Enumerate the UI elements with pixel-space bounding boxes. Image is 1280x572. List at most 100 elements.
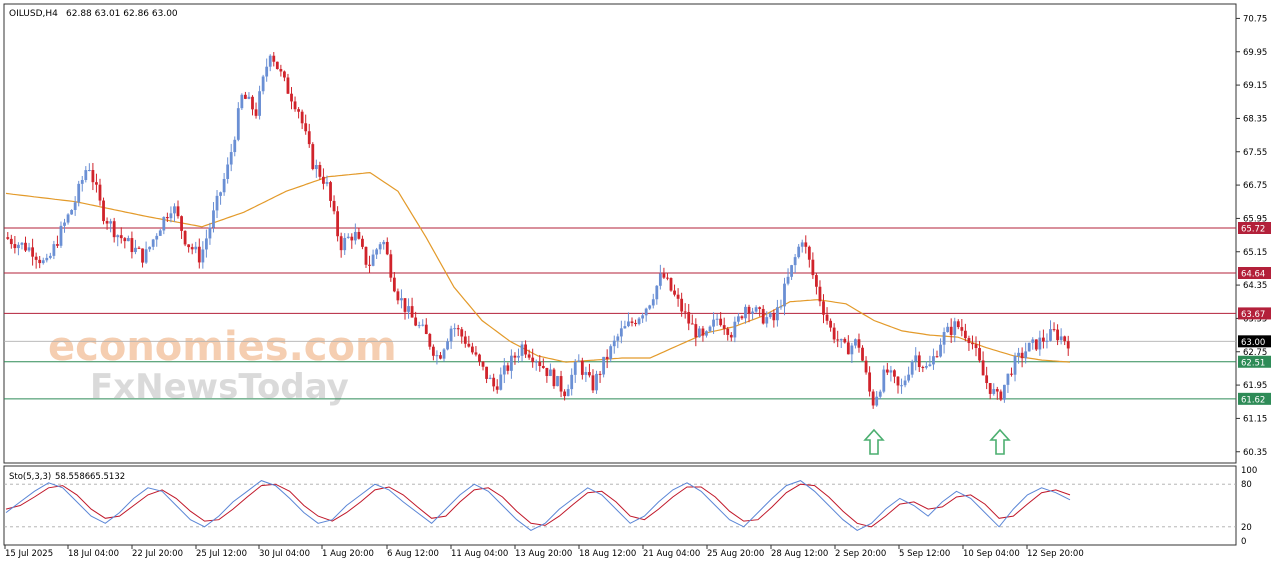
candle-bull [499, 374, 503, 390]
candle-bull [733, 321, 737, 338]
candle-bull [162, 217, 166, 231]
candle-bull [768, 313, 772, 318]
candle-bear [960, 327, 964, 331]
candle-bear [428, 334, 432, 347]
candle-bull [584, 372, 588, 375]
candle-bear [190, 247, 194, 250]
candle-bull [850, 345, 854, 355]
candle-bull [903, 380, 907, 386]
candle-bear [949, 326, 953, 335]
candle-bull [641, 315, 645, 319]
candle-bull [1017, 352, 1020, 357]
candle-bear [307, 131, 311, 145]
candle-bull [907, 374, 911, 381]
candle-bear [673, 290, 676, 295]
stoch-level-label: 80 [1241, 480, 1252, 490]
candle-bull [20, 242, 24, 245]
y-tick-label: 69.15 [1243, 81, 1267, 91]
candle-bull [648, 305, 652, 309]
candle-bear [141, 248, 144, 263]
x-tick-label: 5 Sep 12:00 [899, 549, 950, 559]
candle-bear [999, 391, 1003, 400]
candle-bull [407, 306, 410, 312]
current-price-label: 63.00 [1241, 338, 1265, 348]
candle-bull [637, 318, 641, 325]
candle-bull [609, 346, 613, 360]
candle-bear [747, 306, 751, 314]
candle-bull [765, 317, 769, 324]
candle-bull [556, 376, 559, 387]
candle-bear [431, 346, 435, 356]
candle-bear [123, 238, 127, 242]
candle-bear [538, 361, 542, 367]
candle-bull [1013, 356, 1017, 375]
candle-bear [9, 238, 13, 245]
candle-bull [1049, 329, 1052, 341]
candle-bear [183, 230, 187, 245]
candle-bear [701, 328, 705, 336]
candle-bear [197, 246, 201, 263]
candle-bear [297, 109, 300, 112]
candle-bear [283, 71, 286, 78]
candle-bull [510, 355, 513, 371]
x-tick-label: 10 Sep 04:00 [963, 549, 1020, 559]
candle-bear [822, 301, 825, 315]
candle-bull [66, 214, 70, 223]
candle-bull [882, 369, 886, 392]
candle-bear [1010, 373, 1013, 375]
candle-bear [439, 355, 442, 359]
candle-bull [346, 236, 350, 238]
candle-bear [857, 339, 861, 348]
candle-bull [1031, 339, 1035, 343]
candle-bear [1034, 339, 1038, 350]
candle-bear [694, 324, 698, 338]
candle-bear [463, 336, 467, 344]
level-tag [1238, 392, 1271, 405]
candle-bear [687, 311, 691, 324]
candle-bull [715, 318, 719, 320]
candle-bear [836, 339, 840, 341]
candle-bull [73, 202, 77, 211]
x-tick-label: 28 Aug 12:00 [771, 549, 828, 559]
candle-bear [524, 344, 527, 355]
candle-bear [740, 316, 744, 319]
y-tick-label: 66.75 [1243, 181, 1267, 191]
candle-bull [435, 355, 439, 357]
candle-bull [1038, 337, 1042, 350]
candle-bull [314, 165, 318, 170]
candle-bull [1059, 336, 1063, 341]
level-label: 63.67 [1241, 310, 1265, 320]
candle-bear [322, 176, 325, 184]
candle-bear [403, 298, 407, 312]
candle-bull [924, 366, 928, 368]
candle-bear [424, 324, 428, 335]
candle-bull [325, 182, 329, 184]
candle-bull [173, 206, 176, 214]
candle-bear [935, 356, 939, 358]
x-tick-label: 6 Aug 12:00 [387, 549, 439, 559]
candle-bear [971, 343, 974, 345]
candle-bear [864, 360, 868, 373]
candle-bear [495, 386, 499, 390]
candle-bull [910, 361, 914, 375]
candle-bull [17, 244, 20, 249]
candle-bear [683, 311, 687, 313]
candle-bear [119, 235, 123, 239]
candle-bear [669, 278, 673, 291]
candle-bear [470, 346, 474, 353]
candle-bear [98, 184, 102, 201]
candle-bear [293, 101, 297, 110]
candle-bull [751, 311, 754, 314]
candle-bear [251, 96, 254, 110]
candle-bear [130, 238, 134, 253]
candle-bear [279, 69, 283, 72]
level-label: 64.64 [1241, 270, 1265, 280]
ohlc-label: 62.88 63.01 62.86 63.00 [66, 9, 178, 19]
candle-bear [176, 206, 180, 217]
candle-bull [144, 249, 148, 263]
candle-bear [967, 338, 971, 344]
candle-bull [573, 361, 577, 375]
current-price-tag [1238, 335, 1271, 348]
candle-bear [843, 338, 847, 343]
